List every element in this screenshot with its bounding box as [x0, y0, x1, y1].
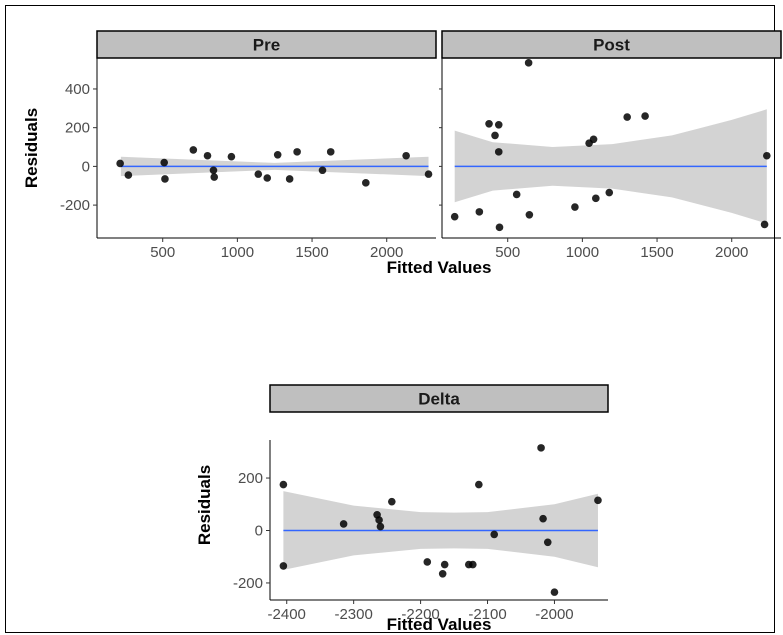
data-point — [160, 158, 169, 167]
data-point — [494, 148, 503, 156]
data-point — [279, 562, 288, 570]
data-point — [539, 514, 547, 523]
data-point — [537, 444, 545, 452]
data-point — [161, 175, 169, 183]
data-point — [440, 560, 449, 569]
data-point — [550, 588, 559, 596]
data-point — [450, 212, 459, 221]
x-tick-label: -2100 — [468, 606, 506, 623]
facet-strip — [269, 384, 609, 413]
data-point — [494, 120, 503, 129]
data-point — [285, 175, 294, 183]
data-point — [760, 220, 769, 229]
data-point — [475, 208, 484, 216]
y-axis-title-bottom: Residuals — [195, 465, 214, 545]
data-point — [490, 530, 499, 539]
data-point — [376, 522, 385, 531]
y-tick-label: 0 — [82, 158, 90, 175]
data-point — [475, 480, 483, 489]
data-point — [189, 146, 198, 154]
data-point — [116, 159, 124, 168]
data-point — [339, 520, 348, 528]
data-point — [227, 152, 236, 161]
facet-pre: Pre 500 1000 1500 2000 -200 0 200 400 — [60, 30, 437, 261]
y-axis-title-top: Residuals — [22, 108, 41, 188]
data-point — [124, 171, 133, 179]
x-tick-label: 2000 — [715, 244, 748, 261]
y-tick-label: -200 — [60, 197, 90, 214]
data-point — [293, 148, 301, 156]
data-point — [209, 166, 218, 175]
x-tick-label: -2400 — [268, 606, 306, 623]
data-point — [485, 120, 493, 128]
data-point — [326, 148, 335, 156]
data-point — [375, 516, 383, 524]
data-point — [605, 188, 614, 197]
data-point — [318, 166, 327, 175]
data-point — [495, 223, 504, 232]
data-point — [388, 497, 396, 506]
x-tick-label: -2200 — [401, 606, 439, 623]
data-point — [210, 173, 219, 181]
data-point — [362, 179, 370, 187]
facet-title: Delta — [418, 390, 460, 409]
data-point — [469, 560, 477, 569]
x-tick-label: 500 — [495, 244, 520, 261]
data-point — [543, 538, 552, 547]
x-tick-label: -2000 — [535, 606, 573, 623]
data-point — [763, 151, 771, 160]
data-point — [623, 113, 631, 121]
data-point — [491, 131, 499, 140]
x-tick-label: 2000 — [370, 244, 403, 261]
y-tick-label: -200 — [233, 575, 263, 592]
data-point — [525, 210, 534, 219]
data-point — [402, 151, 410, 160]
y-tick-label: 0 — [255, 522, 263, 539]
x-tick-label: 1000 — [566, 244, 599, 261]
data-point — [279, 480, 288, 489]
facet-strip — [96, 30, 437, 59]
data-point — [592, 194, 600, 203]
facet-strip — [441, 30, 782, 59]
x-axis-title-top: Fitted Values — [387, 258, 492, 277]
y-tick-label: 200 — [65, 120, 90, 137]
data-point — [273, 150, 282, 159]
data-point — [524, 59, 533, 67]
data-point — [263, 174, 272, 182]
x-tick-label: 1500 — [295, 244, 328, 261]
data-point — [571, 203, 579, 211]
x-axis-title-bottom: Fitted Values — [387, 615, 492, 634]
facet-post: Post 500 1000 1500 2000 — [439, 30, 782, 261]
figure-frame — [5, 5, 775, 633]
facet-title: Pre — [253, 36, 280, 55]
data-point — [589, 135, 598, 144]
y-tick-label: 400 — [65, 81, 90, 98]
data-point — [512, 190, 521, 199]
x-tick-label: 500 — [150, 244, 175, 261]
data-point — [423, 558, 432, 566]
x-tick-label: 1500 — [640, 244, 673, 261]
data-point — [254, 170, 263, 178]
data-point — [203, 151, 212, 160]
x-tick-label: -2300 — [334, 606, 372, 623]
x-tick-label: 1000 — [221, 244, 254, 261]
y-tick-label: 200 — [238, 470, 263, 487]
data-point — [438, 569, 447, 578]
data-point — [424, 170, 433, 178]
facet-title: Post — [593, 36, 630, 55]
data-point — [641, 112, 649, 120]
data-point — [594, 496, 602, 505]
